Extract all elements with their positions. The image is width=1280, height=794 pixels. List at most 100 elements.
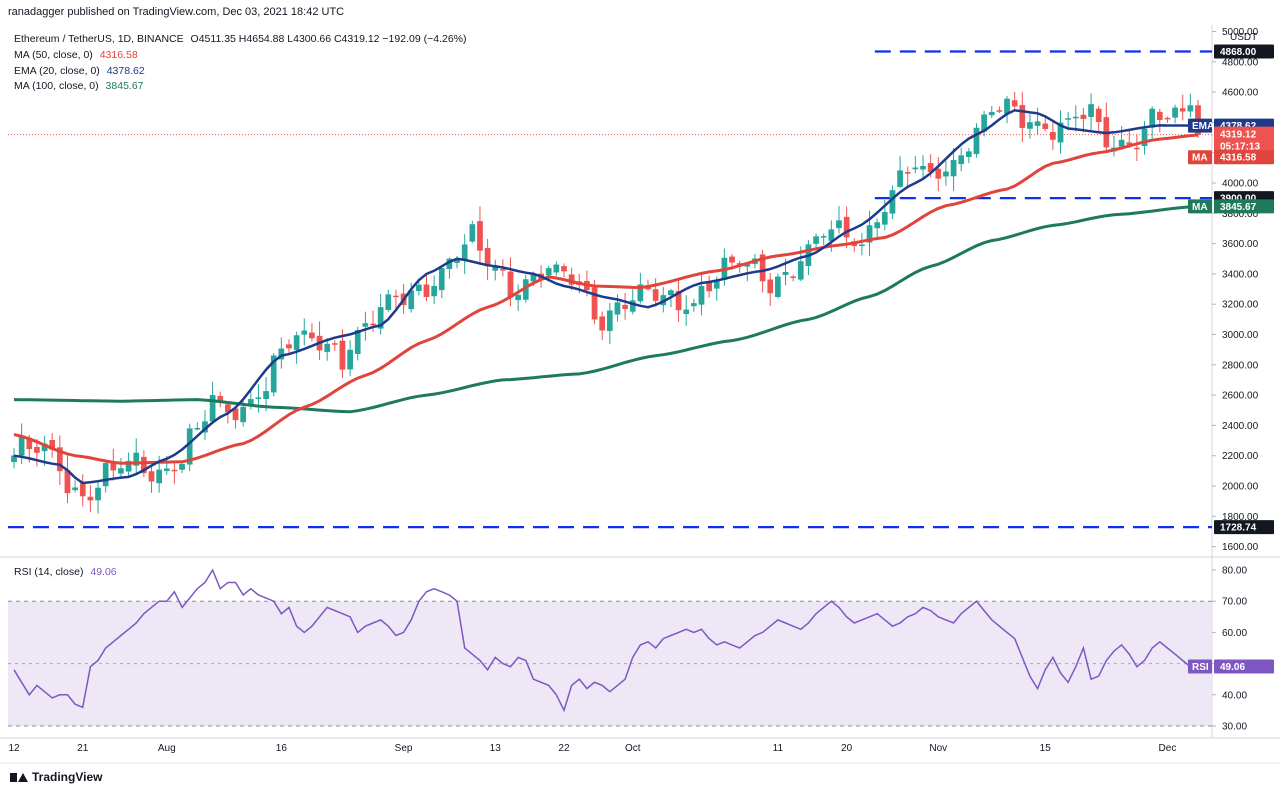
- candle-body[interactable]: [393, 295, 399, 298]
- candle-body[interactable]: [1156, 111, 1163, 120]
- candle-body[interactable]: [943, 171, 949, 177]
- candle-body[interactable]: [255, 397, 262, 399]
- candle-body[interactable]: [1011, 100, 1018, 107]
- candle-body[interactable]: [1118, 139, 1125, 147]
- ema20-legend[interactable]: EMA (20, close, 0) 4378.62: [14, 65, 145, 77]
- candle-body[interactable]: [935, 168, 942, 179]
- candle-body[interactable]: [1179, 108, 1186, 112]
- candle-body[interactable]: [706, 282, 712, 292]
- candle-body[interactable]: [973, 127, 980, 155]
- candle-body[interactable]: [156, 469, 162, 484]
- candle-body[interactable]: [614, 302, 621, 315]
- candle-body[interactable]: [34, 447, 40, 453]
- candle-body[interactable]: [362, 323, 369, 327]
- candle-body[interactable]: [1095, 108, 1102, 123]
- candle-body[interactable]: [729, 256, 735, 263]
- candle-body[interactable]: [1042, 123, 1049, 130]
- candle-body[interactable]: [515, 294, 522, 301]
- candle-body[interactable]: [599, 316, 606, 331]
- candle-body[interactable]: [797, 261, 804, 280]
- candle-body[interactable]: [820, 236, 827, 238]
- candle-body[interactable]: [293, 335, 300, 350]
- candle-body[interactable]: [309, 332, 315, 339]
- candle-body[interactable]: [866, 225, 873, 243]
- candle-body[interactable]: [102, 463, 109, 487]
- candle-body[interactable]: [1172, 107, 1178, 118]
- candle-body[interactable]: [64, 470, 71, 494]
- candle-body[interactable]: [163, 468, 170, 472]
- candle-body[interactable]: [1057, 122, 1064, 143]
- candle-body[interactable]: [652, 289, 659, 301]
- rsi-line[interactable]: [13, 568, 1198, 713]
- candle-body[interactable]: [637, 284, 644, 302]
- candle-body[interactable]: [988, 111, 995, 116]
- candle-body[interactable]: [133, 452, 140, 466]
- candle-body[interactable]: [110, 463, 117, 471]
- candle-body[interactable]: [354, 330, 361, 355]
- candle-body[interactable]: [897, 170, 903, 187]
- candle-body[interactable]: [813, 236, 819, 244]
- candle-body[interactable]: [331, 343, 338, 345]
- candle-body[interactable]: [775, 276, 781, 297]
- candle-body[interactable]: [912, 167, 919, 170]
- candle-body[interactable]: [423, 284, 430, 298]
- candle-body[interactable]: [324, 343, 331, 352]
- candle-body[interactable]: [698, 285, 705, 305]
- candle-body[interactable]: [438, 268, 445, 291]
- candle-body[interactable]: [1134, 147, 1140, 150]
- candle-body[interactable]: [431, 285, 437, 297]
- candle-body[interactable]: [72, 487, 78, 491]
- candle-body[interactable]: [965, 151, 972, 157]
- candle-body[interactable]: [1164, 117, 1171, 120]
- candle-body[interactable]: [87, 496, 94, 501]
- candle-body[interactable]: [675, 290, 682, 311]
- candle-body[interactable]: [377, 307, 384, 329]
- tradingview-logo[interactable]: TradingView: [10, 770, 102, 784]
- candle-body[interactable]: [622, 304, 628, 309]
- candle-body[interactable]: [950, 160, 957, 177]
- candle-body[interactable]: [18, 437, 25, 456]
- candle-body[interactable]: [469, 224, 476, 242]
- candle-body[interactable]: [1149, 108, 1156, 128]
- candle-body[interactable]: [996, 110, 1003, 112]
- candle-body[interactable]: [286, 344, 292, 349]
- candle-body[interactable]: [668, 290, 674, 296]
- ma100-line[interactable]: [13, 204, 1199, 414]
- candle-body[interactable]: [385, 294, 392, 310]
- candle-body[interactable]: [881, 212, 888, 225]
- candle-body[interactable]: [904, 172, 911, 174]
- candle-body[interactable]: [683, 309, 690, 314]
- candle-body[interactable]: [95, 487, 101, 501]
- candle-body[interactable]: [484, 247, 491, 267]
- candle-body[interactable]: [1141, 128, 1148, 146]
- candle-body[interactable]: [194, 427, 201, 430]
- candle-body[interactable]: [790, 276, 796, 278]
- rsi-legend[interactable]: RSI (14, close) 49.06: [14, 566, 117, 578]
- candle-body[interactable]: [79, 483, 86, 497]
- ma50-legend[interactable]: MA (50, close, 0) 4316.58: [14, 49, 138, 61]
- candle-body[interactable]: [920, 166, 926, 170]
- candle-body[interactable]: [477, 221, 483, 251]
- candle-body[interactable]: [416, 284, 422, 291]
- candle-body[interactable]: [958, 155, 965, 165]
- candle-body[interactable]: [1072, 116, 1079, 119]
- candle-body[interactable]: [1080, 114, 1087, 119]
- candle-body[interactable]: [553, 264, 560, 273]
- candle-body[interactable]: [782, 271, 789, 275]
- candle-body[interactable]: [148, 471, 155, 482]
- candle-body[interactable]: [767, 279, 774, 294]
- candle-body[interactable]: [1027, 122, 1033, 129]
- candle-body[interactable]: [561, 266, 567, 272]
- candle-body[interactable]: [545, 268, 552, 276]
- candle-body[interactable]: [874, 222, 881, 229]
- candle-body[interactable]: [118, 468, 124, 474]
- candle-body[interactable]: [1187, 105, 1194, 112]
- candle-body[interactable]: [263, 391, 269, 400]
- candle-body[interactable]: [690, 303, 697, 307]
- candle-body[interactable]: [629, 300, 636, 312]
- ma50-line[interactable]: [13, 133, 1199, 465]
- candle-body[interactable]: [240, 406, 247, 423]
- candle-body[interactable]: [347, 349, 353, 370]
- candle-body[interactable]: [828, 229, 835, 241]
